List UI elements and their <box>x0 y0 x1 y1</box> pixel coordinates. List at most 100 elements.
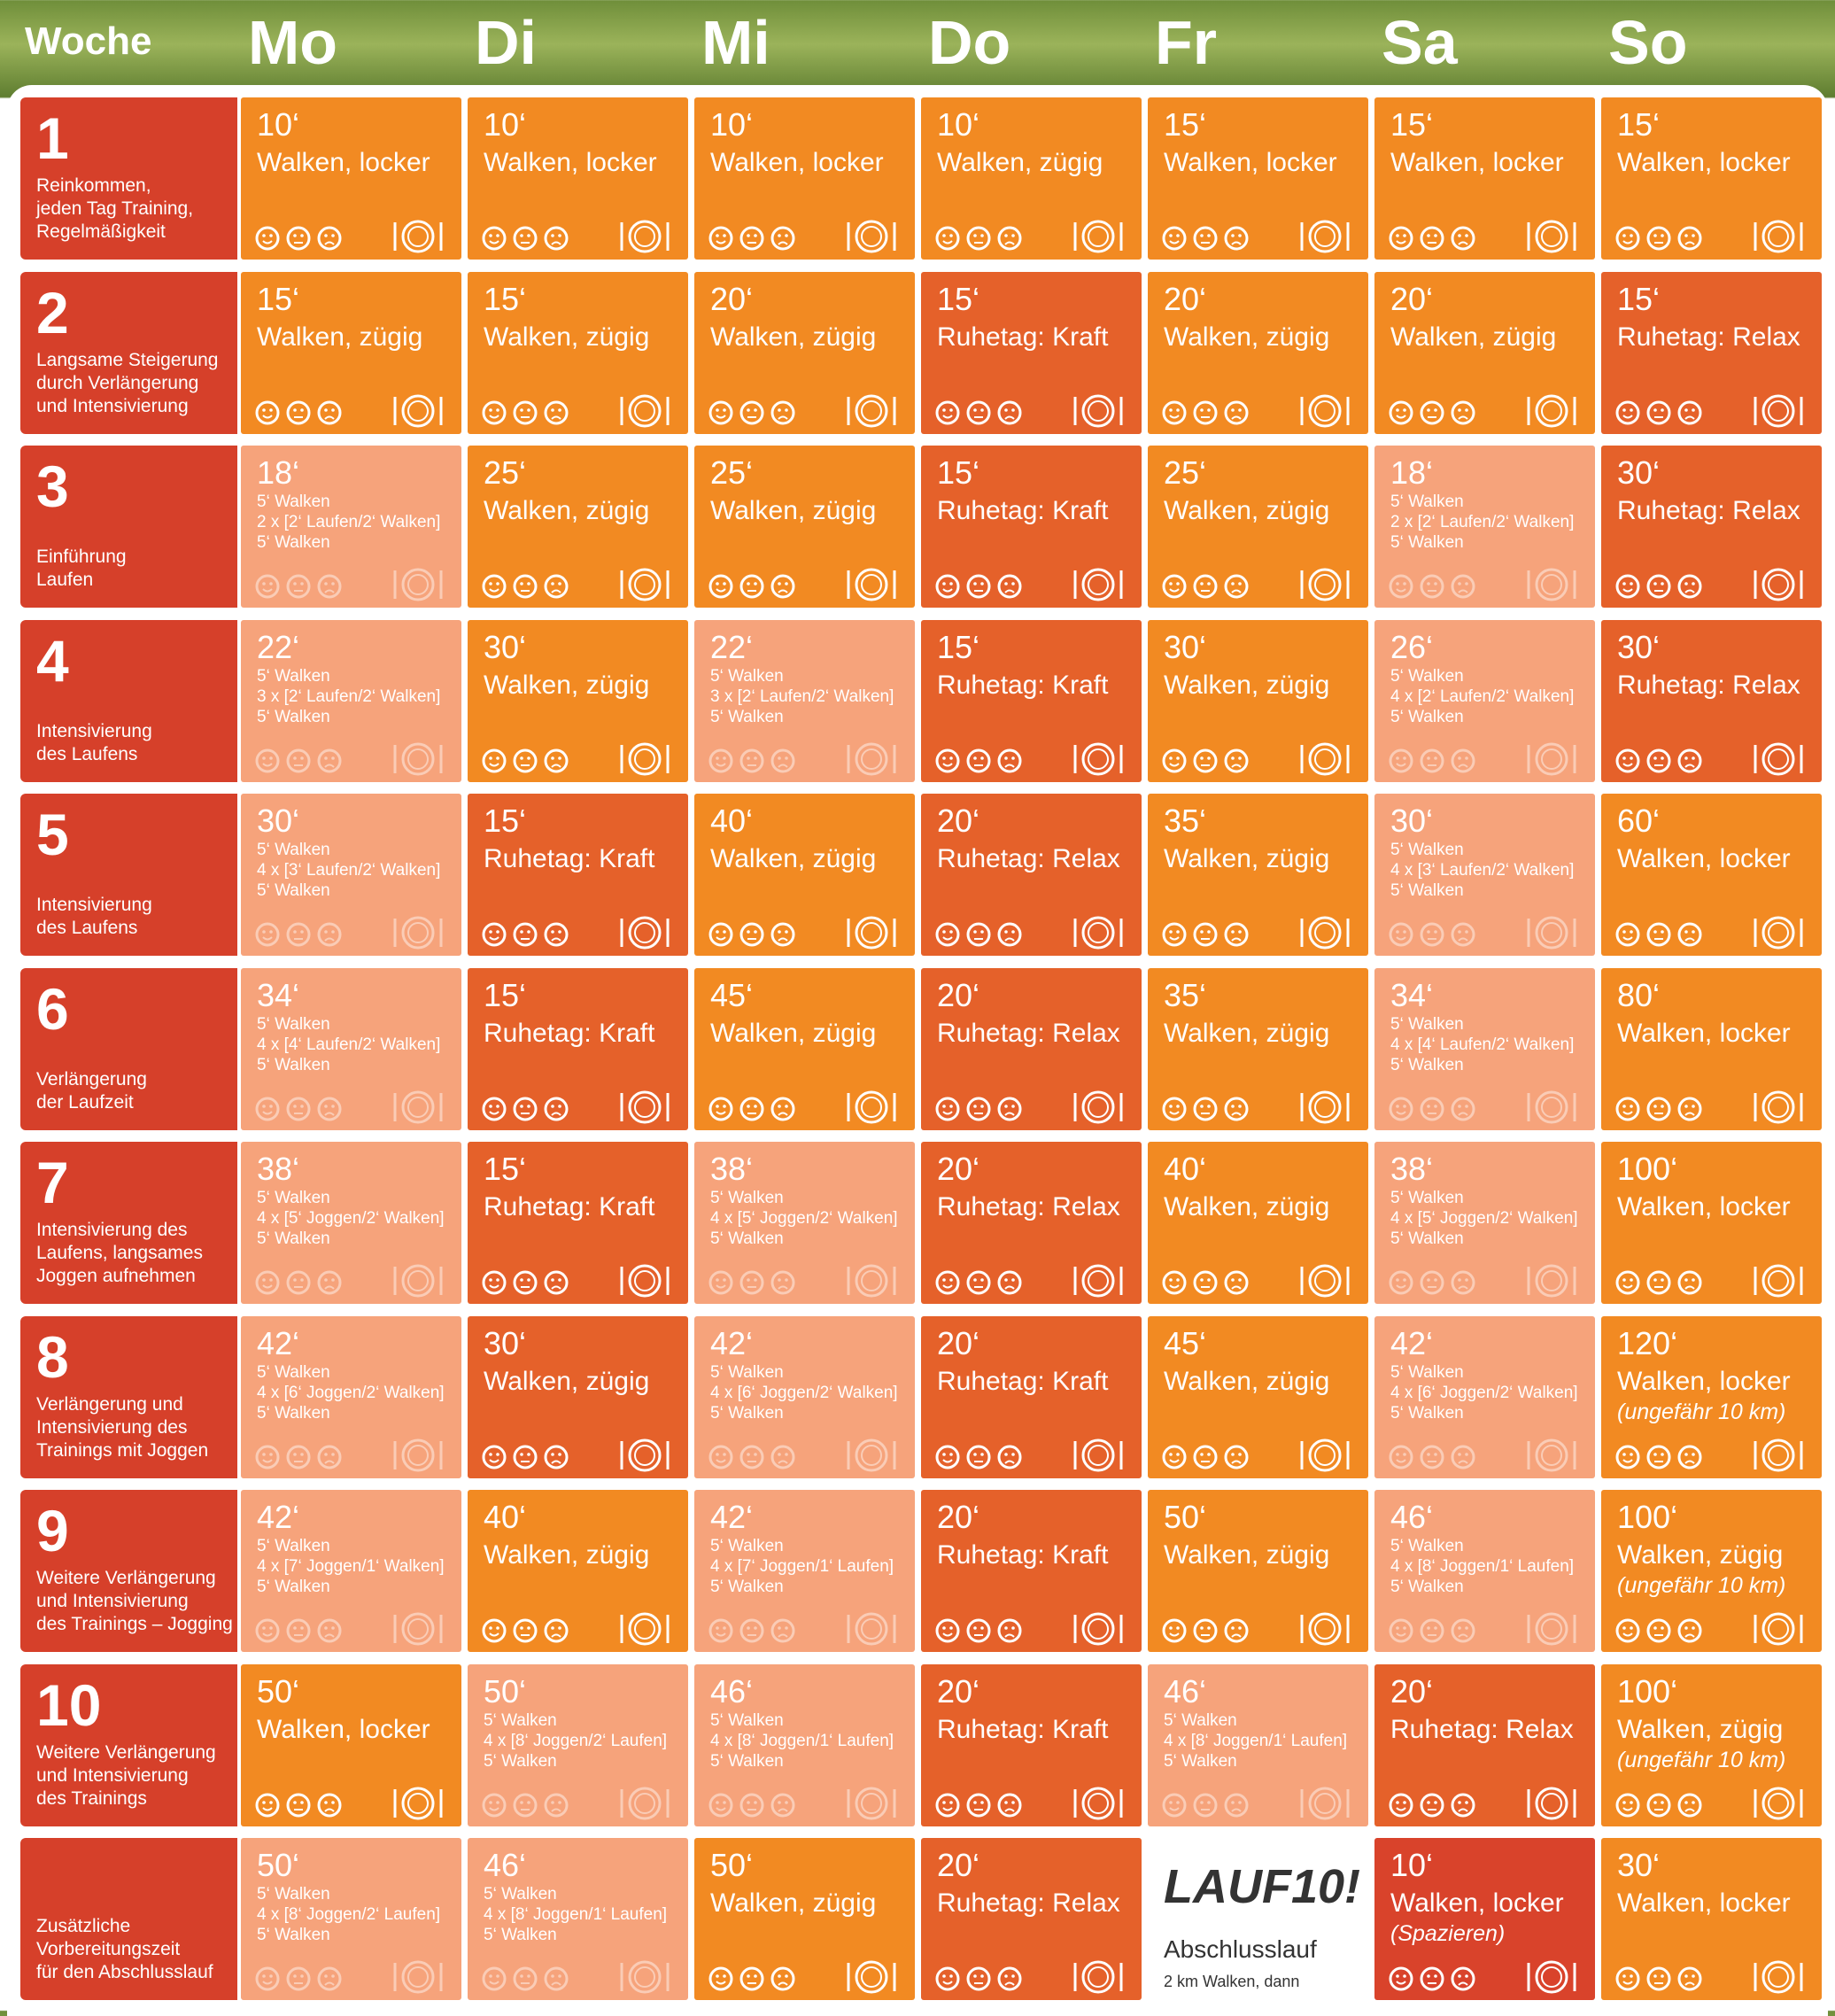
day-cell: 15‘ Ruhetag: Kraft <box>468 794 688 956</box>
detail-line: 5‘ Walken <box>257 666 330 686</box>
duration: 18‘ <box>1390 454 1434 491</box>
detail-line: 4 x [6‘ Joggen/2‘ Walken] <box>257 1383 445 1402</box>
duration: 42‘ <box>257 1324 300 1361</box>
day-cell: 30‘ 5‘ Walken 4 x [3‘ Laufen/2‘ Walken] 5‘ … <box>241 794 461 956</box>
rating-icons <box>1162 1787 1350 1819</box>
day-cell: 50‘ Walken, locker <box>241 1663 461 1826</box>
rating-icons <box>708 916 896 950</box>
detail-line: 2 x [2‘ Laufen/2‘ Walken] <box>257 513 441 531</box>
rating-icons <box>482 394 670 427</box>
rating-icons <box>1389 742 1576 775</box>
rating-icons <box>482 1960 670 1994</box>
activity: Walken, zügig <box>710 1888 877 1918</box>
detail-line: 5‘ Walken <box>1164 1751 1237 1771</box>
rating-icons <box>1615 916 1803 950</box>
duration: 30‘ <box>1617 454 1661 491</box>
day-cell: 10‘ Walken, locker <box>241 97 461 260</box>
week-number: 3 <box>36 454 69 519</box>
detail-line: 5‘ Walken <box>1390 881 1464 900</box>
day-cell: 34‘ 5‘ Walken 4 x [4‘ Laufen/2‘ Walken] 5‘ … <box>241 967 461 1130</box>
rating-icons <box>708 1264 896 1298</box>
detail-line: 5‘ Walken <box>710 1362 784 1382</box>
duration: 46‘ <box>1390 1499 1434 1535</box>
duration: 30‘ <box>484 1324 527 1361</box>
detail-line: 5‘ Walken <box>257 881 330 900</box>
detail-line: 4 x [8‘ Joggen/1‘ Laufen] <box>1390 1557 1575 1576</box>
week-label: 8 Verlängerung und Intensivierung des Train… <box>20 1315 237 1478</box>
activity: Walken, zügig <box>1164 496 1330 525</box>
day-cell: 38‘ 5‘ Walken 4 x [5‘ Joggen/2‘ Walken] 5‘ … <box>241 1142 461 1304</box>
detail-line: 3 x [2‘ Laufen/2‘ Walken] <box>257 686 441 706</box>
detail-line: 4 x [6‘ Joggen/2‘ Walken] <box>1390 1383 1578 1402</box>
activity: Walken, locker <box>484 148 657 177</box>
activity: Ruhetag: Kraft <box>937 322 1109 352</box>
activity: Walken, locker <box>1390 148 1564 177</box>
rating-icons <box>1615 1264 1803 1298</box>
day-cell: 60‘ Walken, locker <box>1601 794 1822 956</box>
duration: 45‘ <box>710 976 754 1013</box>
duration: 20‘ <box>937 1499 980 1535</box>
rating-icons <box>1162 568 1350 601</box>
duration: 50‘ <box>257 1672 300 1710</box>
rating-icons <box>708 1612 896 1646</box>
duration: 20‘ <box>937 1847 980 1883</box>
rating-icons <box>255 1612 443 1646</box>
rating-icons <box>1162 916 1350 950</box>
duration: 20‘ <box>937 1324 980 1361</box>
rating-icons <box>255 220 443 253</box>
duration: 15‘ <box>484 1151 527 1187</box>
day-cell: 80‘ Walken, locker <box>1601 967 1822 1130</box>
rating-icons <box>1162 742 1350 775</box>
day-cell: 30‘ Ruhetag: Relax <box>1601 446 1822 608</box>
week-description: Verlängerung und Intensivierung des Traini… <box>36 1393 208 1462</box>
detail-line: 5‘ Walken <box>1390 1537 1464 1555</box>
detail-line: 4 x [8‘ Joggen/1‘ Laufen] <box>1164 1731 1348 1750</box>
day-cell: 30‘ 5‘ Walken 4 x [3‘ Laufen/2‘ Walken] 5‘ … <box>1374 794 1595 956</box>
week-label: 7 Intensivierung des Laufens, langsames Jog… <box>20 1142 237 1304</box>
day-cell: 35‘ Walken, zügig <box>1148 794 1368 956</box>
rating-icons <box>1615 742 1803 775</box>
duration: 42‘ <box>257 1499 300 1535</box>
detail-line: 5‘ Walken <box>1390 1578 1464 1596</box>
detail-line: 5‘ Walken <box>710 666 784 686</box>
day-cell: 25‘ Walken, zügig <box>694 446 915 608</box>
activity: Ruhetag: Kraft <box>937 670 1109 700</box>
rating-icons <box>1162 1264 1350 1298</box>
week-label: 3 Einführung Laufen <box>20 446 237 608</box>
description-line: Einführung <box>36 547 127 567</box>
day-cell: 35‘ Walken, zügig <box>1148 967 1368 1130</box>
detail-line: 4 x [5‘ Joggen/2‘ Walken] <box>257 1209 445 1228</box>
activity: Walken, locker <box>1617 148 1791 177</box>
activity: Ruhetag: Relax <box>1617 670 1800 700</box>
duration: 15‘ <box>1164 106 1207 143</box>
rating-icons <box>1389 568 1576 601</box>
activity: Walken, zügig <box>1390 322 1557 352</box>
detail-line: 4 x [7‘ Joggen/1‘ Walken] <box>257 1557 445 1576</box>
day-cell: 10‘ Walken, locker <box>468 97 688 260</box>
day-cell: 38‘ 5‘ Walken 4 x [5‘ Joggen/2‘ Walken] 5‘ … <box>694 1142 915 1304</box>
activity: Ruhetag: Relax <box>1390 1714 1574 1744</box>
description-line: Intensivierung <box>36 895 152 915</box>
activity: Walken, zügig <box>484 1366 650 1396</box>
week-label: 9 Weitere Verlängerung und Intensivierung d… <box>20 1490 237 1652</box>
week-description: Weitere Verlängerung und Intensivierung de… <box>36 1567 233 1636</box>
rating-icons <box>1389 1960 1576 1994</box>
day-cell: 20‘ Ruhetag: Kraft <box>921 1663 1142 1826</box>
week-number: 10 <box>36 1671 102 1738</box>
day-cell: 20‘ Ruhetag: Kraft <box>921 1490 1142 1652</box>
detail-line: 5‘ Walken <box>1390 1055 1464 1074</box>
duration: 60‘ <box>1617 803 1661 839</box>
description-line: des Laufens <box>36 743 138 764</box>
detail-line: 5‘ Walken <box>1390 1403 1464 1423</box>
day-cell: 42‘ 5‘ Walken 4 x [6‘ Joggen/2‘ Walken] 5‘ … <box>694 1315 915 1478</box>
detail-line: 5‘ Walken <box>710 1578 784 1596</box>
duration: 15‘ <box>937 628 980 665</box>
rating-icons <box>1389 394 1576 427</box>
duration: 40‘ <box>1164 1151 1207 1187</box>
detail-line: 5‘ Walken <box>484 1885 557 1904</box>
detail-line: 5‘ Walken <box>484 1710 557 1730</box>
detail-line: 4 x [4‘ Laufen/2‘ Walken] <box>257 1035 441 1054</box>
logo-note: 2 km Walken, dann <box>1164 1973 1300 1990</box>
day-cell: 22‘ 5‘ Walken 3 x [2‘ Laufen/2‘ Walken] 5‘ … <box>241 619 461 782</box>
day-cell: 42‘ 5‘ Walken 4 x [6‘ Joggen/2‘ Walken] 5‘ … <box>241 1315 461 1478</box>
